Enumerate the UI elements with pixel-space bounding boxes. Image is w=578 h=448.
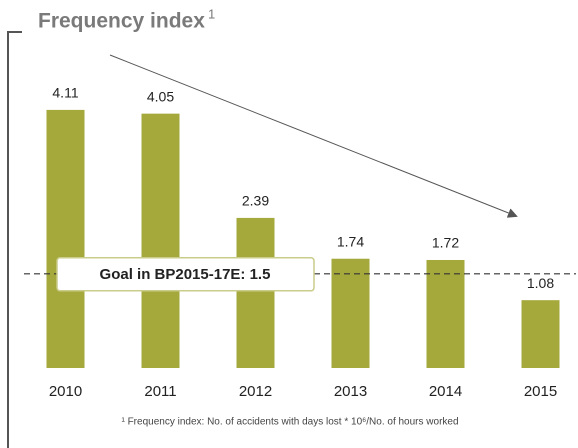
bar [46,109,85,368]
x-tick-label: 2015 [524,383,557,400]
value-label: 1.08 [527,275,554,291]
bar [236,217,275,368]
bar [426,259,465,368]
x-tick-label: 2010 [49,383,82,400]
value-label: 2.39 [242,193,269,209]
goal-label: Goal in BP2015-17E: 1.5 [100,266,271,283]
x-tick-label: 2012 [239,383,272,400]
x-tick-label: 2014 [429,383,462,400]
chart-title: Frequency index [38,10,205,33]
value-label: 1.72 [432,235,459,251]
title-superscript: 1 [208,6,215,21]
goal-box [56,257,315,292]
bar [141,113,180,368]
value-label: 1.74 [337,233,364,249]
footnote: ¹ Frequency index: No. of accidents with… [121,417,458,428]
bracket [7,31,22,448]
bar [331,258,370,368]
bar [521,300,560,368]
value-label: 4.05 [147,88,174,104]
value-label: 4.11 [52,85,78,101]
x-tick-label: 2011 [144,383,176,400]
x-tick-label: 2013 [334,383,367,400]
trend-arrow [109,54,518,218]
